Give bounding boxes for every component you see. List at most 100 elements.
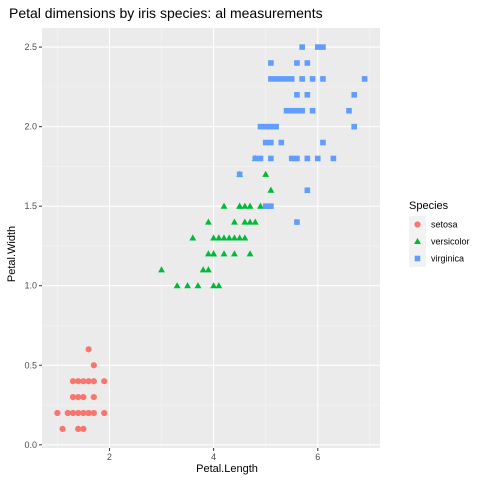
data-point-setosa (101, 378, 108, 385)
data-point-versicolor (246, 250, 254, 257)
data-point-versicolor (189, 234, 197, 241)
grid-minor (42, 28, 380, 448)
legend-label-setosa: setosa (431, 220, 458, 230)
data-point-setosa (101, 409, 108, 417)
data-point-versicolor (246, 218, 254, 225)
data-point-virginica (288, 155, 295, 162)
legend-key-setosa (414, 221, 421, 228)
data-point-virginica (294, 92, 300, 98)
data-point-versicolor (246, 202, 254, 209)
y-tick-label: 0.0 (24, 440, 37, 450)
data-point-virginica (361, 76, 368, 82)
data-point-versicolor (251, 218, 259, 225)
y-tick-label: 2.0 (24, 122, 37, 132)
x-axis-title: Petal.Length (196, 463, 258, 475)
data-point-versicolor (236, 202, 244, 209)
data-point-versicolor (210, 282, 218, 289)
data-point-versicolor (220, 250, 228, 257)
data-point-setosa (75, 409, 82, 417)
data-point-virginica (288, 76, 295, 82)
data-point-versicolor (210, 250, 218, 257)
data-point-virginica (273, 76, 279, 82)
data-point-setosa (69, 378, 77, 385)
y-tick-label: 2.5 (24, 42, 37, 52)
chart-title: Petal dimensions by iris species: al mea… (9, 5, 323, 21)
legend-key-versicolor (414, 237, 421, 245)
data-point-virginica (257, 155, 264, 162)
data-point-setosa (90, 378, 97, 385)
data-point-virginica (346, 107, 352, 114)
data-point-versicolor (257, 202, 264, 209)
data-point-virginica (278, 76, 285, 82)
legend: Species setosa versicolor virginica (409, 200, 470, 267)
data-point-virginica (262, 203, 269, 209)
data-point-virginica (304, 92, 311, 98)
plot-panel (42, 28, 380, 448)
data-point-virginica (351, 123, 358, 130)
data-point-virginica (309, 76, 316, 82)
data-point-virginica (288, 107, 295, 114)
data-point-virginica (299, 107, 305, 114)
data-point-virginica (294, 107, 300, 114)
legend-key-virginica (414, 255, 421, 262)
data-point-virginica (314, 155, 321, 162)
y-tick-label: 1.5 (24, 201, 37, 211)
data-point-versicolor (220, 202, 228, 209)
data-point-setosa (85, 378, 92, 385)
data-point-virginica (268, 155, 274, 162)
x-tick-label: 6 (315, 452, 320, 462)
data-point-setosa (85, 346, 92, 353)
data-point-versicolor (199, 266, 207, 273)
data-point-versicolor (184, 282, 191, 289)
data-point-virginica (294, 219, 300, 225)
data-point-virginica (268, 203, 274, 209)
data-point-versicolor (204, 266, 212, 273)
data-point-setosa (64, 409, 71, 417)
data-point-setosa (75, 378, 82, 385)
data-point-virginica (320, 44, 326, 50)
data-point-versicolor (236, 234, 244, 241)
data-point-versicolor (241, 202, 249, 209)
data-point-virginica (283, 107, 290, 114)
data-point-versicolor (220, 234, 228, 241)
data-point-virginica (304, 155, 311, 162)
data-point-versicolor (231, 234, 238, 241)
data-point-virginica (278, 139, 285, 146)
data-point-setosa (75, 393, 82, 401)
data-point-virginica (294, 60, 300, 66)
data-point-virginica (262, 139, 269, 146)
data-point-virginica (320, 76, 326, 82)
data-points (54, 44, 368, 433)
data-point-virginica (268, 123, 274, 130)
data-point-virginica (304, 187, 311, 194)
data-point-setosa (90, 393, 97, 401)
data-point-virginica (273, 123, 279, 130)
data-point-versicolor (194, 282, 202, 289)
data-point-setosa (69, 393, 77, 401)
data-point-setosa (80, 393, 87, 401)
data-point-virginica (309, 107, 316, 114)
data-point-setosa (80, 378, 87, 385)
legend-label-virginica: virginica (431, 254, 464, 264)
data-point-virginica (330, 155, 337, 162)
data-point-virginica (314, 44, 321, 50)
data-point-virginica (351, 92, 358, 98)
axis-ticks: 2 4 6 0.0 0.5 1.0 1.5 2.0 2.5 (24, 42, 320, 462)
data-point-virginica (294, 155, 300, 162)
data-point-versicolor (173, 282, 181, 289)
data-point-virginica (268, 60, 274, 66)
x-tick-label: 2 (107, 452, 112, 462)
data-point-versicolor (210, 234, 218, 241)
data-point-virginica (268, 139, 274, 146)
data-point-virginica (252, 155, 259, 162)
data-point-setosa (90, 362, 97, 369)
data-point-versicolor (267, 186, 275, 193)
data-point-versicolor (204, 250, 212, 257)
data-point-setosa (59, 425, 66, 433)
data-point-versicolor (225, 234, 233, 241)
y-tick-label: 0.5 (24, 360, 37, 370)
data-point-versicolor (231, 218, 238, 225)
data-point-setosa (90, 409, 97, 417)
data-point-virginica (257, 123, 264, 130)
